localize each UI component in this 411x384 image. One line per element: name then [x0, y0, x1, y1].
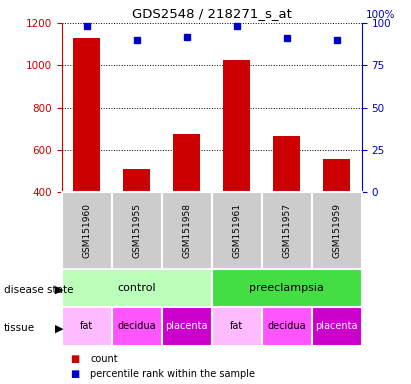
Text: ▶: ▶ [55, 323, 63, 333]
Bar [262, 192, 312, 269]
Text: preeclampsia: preeclampsia [249, 283, 324, 293]
Title: GDS2548 / 218271_s_at: GDS2548 / 218271_s_at [132, 7, 291, 20]
Bar [62, 192, 112, 269]
Bar [223, 60, 250, 192]
Bar [162, 192, 212, 269]
Text: GSM151960: GSM151960 [82, 203, 91, 258]
Text: fat: fat [230, 321, 243, 331]
Bar [212, 192, 262, 269]
Text: ■: ■ [70, 354, 79, 364]
Bar [212, 269, 362, 307]
Bar [62, 269, 212, 307]
Bar [312, 307, 362, 346]
Text: GSM151957: GSM151957 [282, 203, 291, 258]
Text: control: control [118, 283, 156, 293]
Text: placenta: placenta [315, 321, 358, 331]
Text: ■: ■ [70, 369, 79, 379]
Bar [323, 159, 351, 192]
Text: decidua: decidua [268, 321, 306, 331]
Text: fat: fat [80, 321, 93, 331]
Text: GSM151955: GSM151955 [132, 203, 141, 258]
Text: GSM151958: GSM151958 [182, 203, 191, 258]
Text: placenta: placenta [165, 321, 208, 331]
Text: 100%: 100% [366, 10, 395, 20]
Text: GSM151959: GSM151959 [332, 203, 341, 258]
Text: count: count [90, 354, 118, 364]
Bar [112, 192, 162, 269]
Bar [62, 307, 112, 346]
Bar [262, 307, 312, 346]
Bar [123, 169, 150, 192]
Text: GSM151961: GSM151961 [232, 203, 241, 258]
Text: tissue: tissue [4, 323, 35, 333]
Bar [112, 307, 162, 346]
Bar [273, 136, 300, 192]
Text: ▶: ▶ [55, 285, 63, 295]
Text: disease state: disease state [4, 285, 74, 295]
Text: percentile rank within the sample: percentile rank within the sample [90, 369, 255, 379]
Bar [162, 307, 212, 346]
Bar [173, 134, 201, 192]
Bar [212, 307, 262, 346]
Bar [312, 192, 362, 269]
Bar [73, 38, 100, 192]
Text: decidua: decidua [118, 321, 156, 331]
